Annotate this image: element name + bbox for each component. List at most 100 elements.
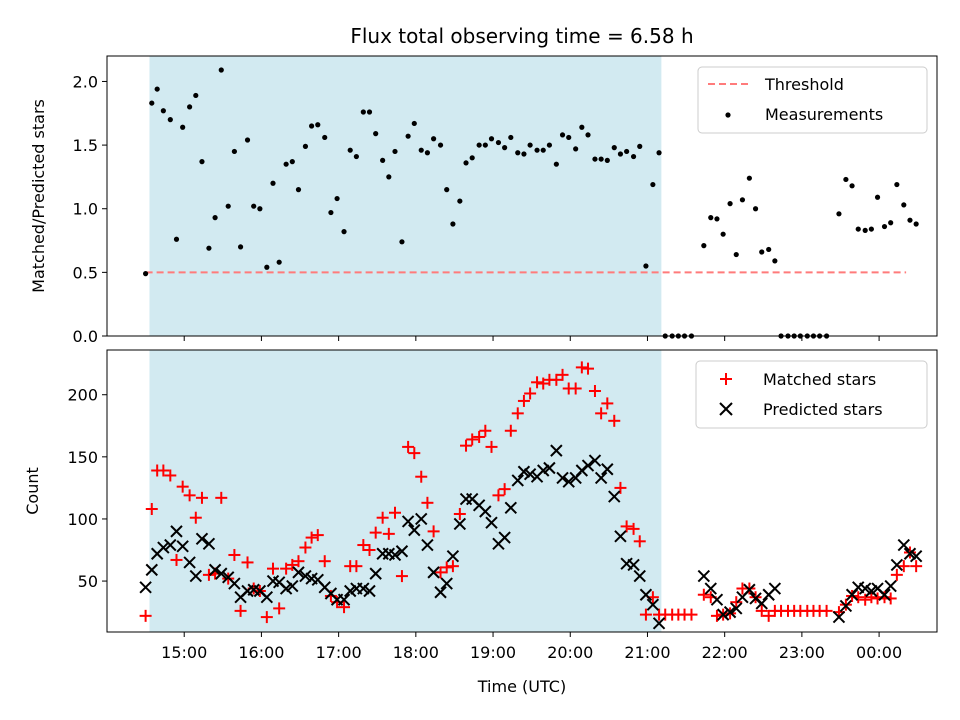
predicted-star-point <box>176 540 189 553</box>
predicted-star-point <box>427 566 440 579</box>
matched-star-point <box>369 526 382 539</box>
matched-star-point <box>280 562 293 575</box>
predicted-star-point <box>337 593 351 606</box>
matched-star-point <box>286 558 299 571</box>
measurement-point <box>295 187 302 193</box>
matched-star-point <box>241 556 254 569</box>
measurement-point <box>637 143 643 149</box>
matched-star-point <box>601 397 614 410</box>
predicted-star-point <box>716 608 730 621</box>
matched-star-point <box>588 384 601 397</box>
measurement-point <box>746 175 752 181</box>
measurement-point <box>656 150 662 156</box>
figure-title: Flux total observing time = 6.58 h <box>350 24 693 48</box>
measurement-point <box>199 159 205 165</box>
measurement-point <box>714 216 720 222</box>
measurement-point <box>173 236 180 242</box>
predicted-star-point <box>832 610 846 624</box>
measurement-point <box>405 133 411 139</box>
measurement-point <box>418 147 424 153</box>
top-ytick-label: 0.0 <box>73 327 98 346</box>
legend-predicted-label: Predicted stars <box>763 400 883 419</box>
measurement-point <box>251 203 257 209</box>
matched-star-point <box>511 407 524 420</box>
predicted-star-point <box>897 538 911 552</box>
predicted-star-point <box>550 444 563 457</box>
measurement-point <box>289 159 295 165</box>
top-panel: 0.00.51.01.52.0 Matched/Predicted stars … <box>29 55 938 346</box>
measurement-point <box>180 124 186 130</box>
predicted-star-point <box>614 530 627 543</box>
predicted-star-point <box>504 501 518 514</box>
xtick-label: 17:00 <box>316 643 362 662</box>
matched-star-point <box>395 570 408 583</box>
matched-star-point <box>730 596 743 609</box>
measurement-point <box>888 220 894 226</box>
predicted-star-point <box>884 579 897 593</box>
predicted-star-point <box>890 558 904 572</box>
matched-star-point <box>202 568 215 581</box>
matched-star-point <box>145 503 158 516</box>
measurement-point <box>411 120 417 127</box>
x-axis-label: Time (UTC) <box>477 677 566 696</box>
matched-star-point <box>755 604 768 617</box>
measurement-point <box>733 251 739 258</box>
measurement-point <box>701 243 707 249</box>
bottom-panel: 50 100 150 200 15:00 16:00 17:00 18:00 19:00 20:… <box>23 349 938 696</box>
xtick-label: 21:00 <box>624 643 670 662</box>
measurement-point <box>244 137 251 143</box>
predicted-star-point <box>697 569 711 583</box>
measurement-point <box>907 217 913 223</box>
measurement-point <box>366 109 373 115</box>
matched-star-point <box>575 361 588 374</box>
xtick-label: 00:00 <box>856 643 902 662</box>
measurement-point <box>212 215 218 221</box>
xtick-label: 16:00 <box>238 643 284 662</box>
measurement-point <box>759 249 765 255</box>
measurement-point <box>399 239 405 245</box>
measurement-point <box>534 147 540 153</box>
predicted-star-point <box>581 459 595 472</box>
measurement-point <box>437 142 444 148</box>
measurement-point <box>495 139 502 146</box>
measurement-point <box>766 246 772 253</box>
predicted-star-point <box>562 475 575 488</box>
matched-star-point <box>299 541 312 554</box>
measurement-point <box>508 134 514 141</box>
measurement-point <box>463 160 469 166</box>
measurement-point <box>482 142 488 148</box>
predicted-star-point <box>157 541 170 554</box>
matched-star-point <box>614 481 627 494</box>
predicted-star-point <box>369 567 382 580</box>
measurement-point <box>218 67 224 73</box>
legend-measurements-swatch <box>725 112 731 118</box>
matched-star-point <box>537 377 550 390</box>
matched-star-point <box>195 491 208 504</box>
predicted-star-point <box>710 593 724 606</box>
predicted-star-point <box>195 532 209 546</box>
matched-star-point <box>357 539 370 552</box>
measurement-point <box>347 147 353 153</box>
measurement-point <box>727 201 733 207</box>
measurement-point <box>849 183 855 189</box>
top-y-axis: 0.0 0.5 1.0 1.5 2.0 <box>73 72 107 346</box>
matched-star-point <box>338 601 351 614</box>
matched-star-point <box>897 560 910 573</box>
measurement-point <box>739 197 746 203</box>
matched-star-point <box>620 520 633 533</box>
xtick-label: 15:00 <box>161 643 207 662</box>
predicted-star-point <box>434 586 447 599</box>
matched-star-point <box>376 511 389 524</box>
measurement-point <box>225 203 231 209</box>
predicted-star-point <box>408 523 421 537</box>
measurement-point <box>360 109 366 115</box>
top-measurements-layer <box>143 67 919 339</box>
predicted-star-point <box>145 563 158 577</box>
bottom-ytick-label: 50 <box>78 572 98 591</box>
predicted-star-point <box>395 545 409 558</box>
measurement-point <box>373 131 379 137</box>
matched-star-point <box>569 382 582 395</box>
matched-star-point <box>427 525 440 538</box>
measurement-point <box>257 206 263 212</box>
